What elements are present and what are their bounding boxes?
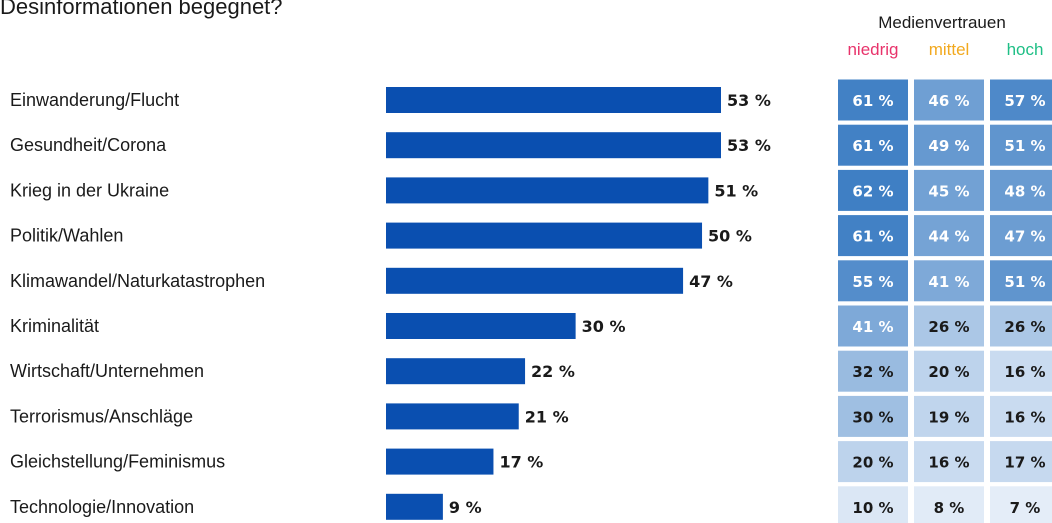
bar-value-label: 21 % [525, 407, 569, 426]
category-label: Klimawandel/Naturkatastrophen [10, 271, 265, 291]
heatmap-cell [838, 486, 908, 523]
heatmap-cell [990, 305, 1052, 347]
bar [386, 403, 519, 430]
heatmap-column-label: niedrig [847, 40, 898, 59]
heatmap-table: Medienvertrauen niedrig mittel hoch 61 % 46 … [838, 13, 1052, 523]
category-label: Krieg in der Ukraine [10, 180, 169, 200]
heatmap-cell-value: 8 % [934, 499, 965, 517]
category-label: Gleichstellung/Feminismus [10, 452, 225, 472]
heatmap-cell [914, 79, 984, 121]
heatmap-column-label: hoch [1007, 40, 1044, 59]
bars-layer: Einwanderung/Flucht 53 % Gesundheit/Corona… [10, 87, 771, 520]
heatmap-cell-value: 17 % [1004, 454, 1045, 472]
heatmap-cell [914, 124, 984, 166]
bar [386, 87, 721, 113]
heatmap-cell [990, 215, 1052, 257]
bar-value-label: 53 % [727, 91, 771, 110]
heatmap-cell [838, 79, 908, 121]
bar-value-label: 47 % [689, 272, 733, 291]
heatmap-cell-value: 16 % [1004, 408, 1045, 426]
bar [386, 177, 709, 204]
bar-value-label: 50 % [708, 227, 752, 246]
category-label: Gesundheit/Corona [10, 135, 167, 155]
category-label: Politik/Wahlen [10, 226, 123, 246]
heatmap-cell [914, 350, 984, 392]
heatmap-cell-value: 57 % [1004, 92, 1045, 110]
bar [386, 448, 494, 475]
heatmap-cell-value: 61 % [852, 137, 893, 155]
heatmap-cell-value: 49 % [928, 137, 969, 155]
heatmap-cell [838, 215, 908, 257]
heatmap-cell [838, 124, 908, 166]
heatmap-cell-value: 20 % [852, 454, 893, 472]
heatmap-cell-value: 41 % [928, 273, 969, 291]
heatmap-cell [838, 350, 908, 392]
chart-title: Desinformationen begegnet? [0, 0, 283, 19]
heatmap-cell-value: 51 % [1004, 137, 1045, 155]
heatmap-cell [990, 260, 1052, 302]
heatmap-cell-value: 10 % [852, 499, 893, 517]
heatmap-column-label: mittel [929, 40, 970, 59]
heatmap-cell-value: 51 % [1004, 273, 1045, 291]
bar [386, 222, 703, 249]
heatmap-cell-value: 62 % [852, 182, 893, 200]
heatmap-cell-value: 7 % [1010, 499, 1041, 517]
bar [386, 132, 721, 159]
heatmap-cell-value: 41 % [852, 318, 893, 336]
bar [386, 267, 684, 294]
heatmap-cell [838, 260, 908, 302]
heatmap-cell-value: 46 % [928, 92, 969, 110]
heatmap-cell [990, 486, 1052, 523]
heatmap-cell-value: 32 % [852, 363, 893, 381]
heatmap-cell-value: 55 % [852, 273, 893, 291]
bar-value-label: 9 % [449, 498, 482, 517]
bar-value-label: 30 % [582, 317, 626, 336]
heatmap-cell-value: 61 % [852, 92, 893, 110]
category-label: Wirtschaft/Unternehmen [10, 361, 204, 381]
bar [386, 313, 576, 339]
category-label: Kriminalität [10, 316, 99, 336]
heatmap-title: Medienvertrauen [878, 13, 1006, 32]
category-label: Einwanderung/Flucht [10, 90, 179, 110]
heatmap-cell-value: 44 % [928, 228, 969, 246]
bar-value-label: 51 % [714, 181, 758, 200]
heatmap-cell [990, 395, 1052, 437]
bar-value-label: 53 % [727, 136, 771, 155]
heatmap-cell [990, 350, 1052, 392]
heatmap-cell-value: 61 % [852, 228, 893, 246]
heatmap-cell-value: 19 % [928, 408, 969, 426]
bar [386, 358, 526, 385]
heatmap-cell [838, 395, 908, 437]
heatmap-cell-value: 26 % [928, 318, 969, 336]
heatmap-cell [990, 124, 1052, 166]
heatmap-cell [914, 395, 984, 437]
heatmap-cell [990, 79, 1052, 121]
category-label: Terrorismus/Anschläge [10, 406, 193, 426]
heatmap-cell [914, 169, 984, 211]
heatmap-cell [838, 305, 908, 347]
bar-value-label: 17 % [499, 453, 543, 472]
heatmap-cell [990, 441, 1052, 483]
heatmap-cell [914, 486, 984, 523]
heatmap-cell-value: 30 % [852, 408, 893, 426]
heatmap-cell [990, 169, 1052, 211]
heatmap-cell-value: 47 % [1004, 228, 1045, 246]
heatmap-cell [914, 441, 984, 483]
heatmap-cell-value: 16 % [928, 454, 969, 472]
heatmap-cell-value: 20 % [928, 363, 969, 381]
bar [386, 493, 443, 520]
heatmap-cell [838, 169, 908, 211]
bar-value-label: 22 % [531, 362, 575, 381]
heatmap-cell [838, 441, 908, 483]
heatmap-cell-value: 16 % [1004, 363, 1045, 381]
category-label: Technologie/Innovation [10, 497, 194, 517]
heatmap-cell [914, 260, 984, 302]
heatmap-cell [914, 305, 984, 347]
heatmap-cell-value: 26 % [1004, 318, 1045, 336]
heatmap-cell-value: 45 % [928, 182, 969, 200]
heatmap-cell [914, 215, 984, 257]
heatmap-cell-value: 48 % [1004, 182, 1045, 200]
